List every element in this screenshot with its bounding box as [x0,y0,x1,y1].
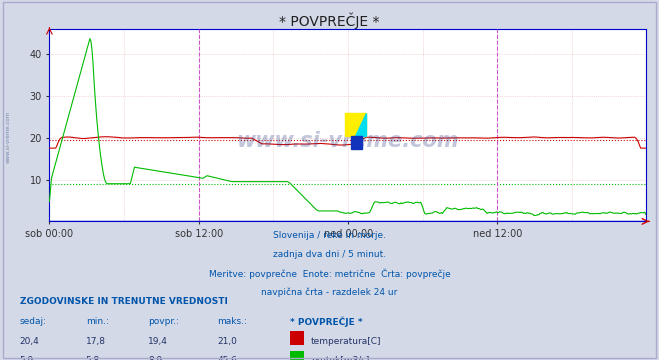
Text: Meritve: povprečne  Enote: metrične  Črta: povprečje: Meritve: povprečne Enote: metrične Črta:… [209,269,450,279]
Text: ZGODOVINSKE IN TRENUTNE VREDNOSTI: ZGODOVINSKE IN TRENUTNE VREDNOSTI [20,297,227,306]
Text: min.:: min.: [86,317,109,326]
Text: 19,4: 19,4 [148,337,168,346]
Text: temperatura[C]: temperatura[C] [311,337,382,346]
Bar [351,136,362,149]
Text: www.si-vreme.com: www.si-vreme.com [237,131,459,150]
Polygon shape [355,113,366,136]
Text: 45,6: 45,6 [217,356,237,360]
Text: maks.:: maks.: [217,317,247,326]
Text: 17,8: 17,8 [86,337,105,346]
Text: navpična črta - razdelek 24 ur: navpična črta - razdelek 24 ur [262,287,397,297]
Text: 5,8: 5,8 [86,356,100,360]
Text: 20,4: 20,4 [20,337,40,346]
Text: * POVPREČJE *: * POVPREČJE * [279,13,380,29]
Text: 21,0: 21,0 [217,337,237,346]
Text: 8,9: 8,9 [148,356,163,360]
Text: 5,9: 5,9 [20,356,34,360]
Text: sedaj:: sedaj: [20,317,47,326]
Text: Slovenija / reke in morje.: Slovenija / reke in morje. [273,231,386,240]
Text: www.si-vreme.com: www.si-vreme.com [5,111,11,163]
Text: zadnja dva dni / 5 minut.: zadnja dva dni / 5 minut. [273,250,386,259]
Text: pretok[m3/s]: pretok[m3/s] [311,356,370,360]
Bar [345,113,366,136]
Text: * POVPREČJE *: * POVPREČJE * [290,317,362,327]
Text: povpr.:: povpr.: [148,317,179,326]
